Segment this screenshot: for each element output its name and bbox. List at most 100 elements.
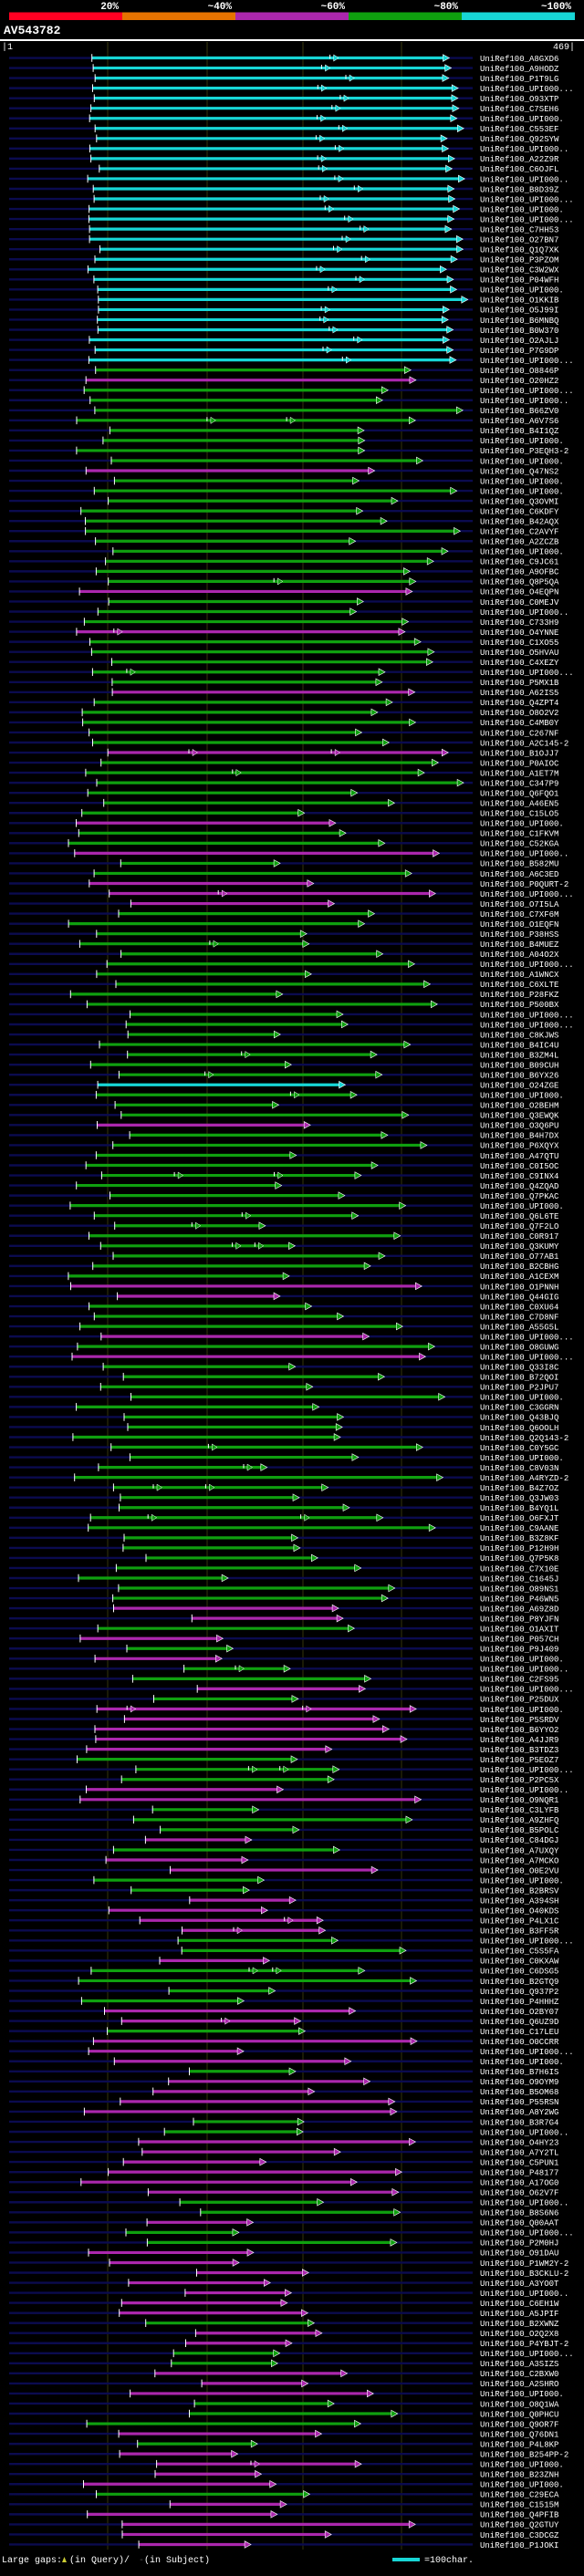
svg-text:UniRef100_UPI000.: UniRef100_UPI000. (480, 1092, 564, 1101)
svg-text:UniRef100_O77AB1: UniRef100_O77AB1 (480, 1252, 558, 1262)
svg-text:UniRef100_Q4PFIB: UniRef100_Q4PFIB (480, 2511, 559, 2520)
svg-text:UniRef100_UPI000.: UniRef100_UPI000. (480, 820, 564, 829)
svg-text:UniRef100_P4LX1C: UniRef100_P4LX1C (480, 1917, 559, 1927)
svg-text:UniRef100_C0MEJV: UniRef100_C0MEJV (480, 598, 559, 608)
svg-text:UniRef100_C3W2WX: UniRef100_C3W2WX (480, 266, 559, 275)
svg-text:UniRef100_B3TDZ3: UniRef100_B3TDZ3 (480, 1746, 558, 1755)
svg-text:UniRef100_B4H7DX: UniRef100_B4H7DX (480, 1132, 559, 1141)
svg-text:UniRef100_Q6FQO1: UniRef100_Q6FQO1 (480, 789, 558, 798)
svg-text:UniRef100_A47QTU: UniRef100_A47QTU (480, 1152, 558, 1161)
svg-text:UniRef100_Q92SYW: UniRef100_Q92SYW (480, 135, 559, 144)
svg-text:UniRef100_UPI000.: UniRef100_UPI000. (480, 1394, 564, 1403)
svg-text:UniRef100_UPI000..: UniRef100_UPI000.. (480, 1786, 568, 1795)
svg-text:UniRef100_C52KGA: UniRef100_C52KGA (480, 840, 559, 849)
svg-text:UniRef100_B6YYO2: UniRef100_B6YYO2 (480, 1726, 558, 1735)
svg-text:UniRef100_B3ZM4L: UniRef100_B3ZM4L (480, 1051, 558, 1060)
svg-text:UniRef100_O2BY07: UniRef100_O2BY07 (480, 2008, 558, 2017)
svg-text:UniRef100_Q44GIG: UniRef100_Q44GIG (480, 1293, 558, 1302)
svg-text:UniRef100_A2ZCZB: UniRef100_A2ZCZB (480, 538, 559, 547)
svg-text:|1: |1 (2, 42, 13, 53)
svg-text:UniRef100_C0XU64: UniRef100_C0XU64 (480, 1303, 558, 1312)
svg-text:UniRef100_C7XF6M: UniRef100_C7XF6M (480, 910, 558, 919)
svg-text:UniRef100_P2M0HJ: UniRef100_P2M0HJ (480, 2239, 558, 2249)
svg-text:UniRef100_C17LEU: UniRef100_C17LEU (480, 2028, 558, 2037)
svg-text:UniRef100_B09CUH: UniRef100_B09CUH (480, 1061, 558, 1070)
svg-text:UniRef100_A1WNCX: UniRef100_A1WNCX (480, 971, 559, 980)
svg-text:UniRef100_O9NQR1: UniRef100_O9NQR1 (480, 1796, 558, 1805)
svg-text:(in Query)/: (in Query)/ (69, 2555, 130, 2566)
svg-text:UniRef100_O6FXJT: UniRef100_O6FXJT (480, 1514, 559, 1523)
svg-text:UniRef100_A2C145-2: UniRef100_A2C145-2 (480, 739, 568, 748)
svg-text:UniRef100_B0W370: UniRef100_B0W370 (480, 327, 558, 336)
svg-text:UniRef100_A8Y2WG: UniRef100_A8Y2WG (480, 2108, 558, 2117)
svg-text:UniRef100_O3Q6PU: UniRef100_O3Q6PU (480, 1122, 558, 1131)
svg-text:UniRef100_C9AANE: UniRef100_C9AANE (480, 1524, 558, 1533)
svg-text:20%: 20% (100, 2, 119, 13)
svg-text:UniRef100_UPI000...: UniRef100_UPI000... (480, 1333, 574, 1342)
svg-text:UniRef100_C2AVYF: UniRef100_C2AVYF (480, 528, 558, 537)
svg-text:UniRef100_B8S6N6: UniRef100_B8S6N6 (480, 2209, 558, 2218)
svg-text:UniRef100_Q937P2: UniRef100_Q937P2 (480, 1988, 558, 1997)
svg-text:UniRef100_C0Y5GC: UniRef100_C0Y5GC (480, 1444, 559, 1453)
svg-text:UniRef100_B4MUEZ: UniRef100_B4MUEZ (480, 940, 559, 950)
svg-text:UniRef100_P7G9DP: UniRef100_P7G9DP (480, 347, 558, 356)
svg-text:UniRef100_Q6L6TE: UniRef100_Q6L6TE (480, 1212, 558, 1221)
svg-text:UniRef100_O2AJLJ: UniRef100_O2AJLJ (480, 337, 558, 346)
svg-text:UniRef100_O5J99I: UniRef100_O5J99I (480, 306, 558, 316)
svg-text:UniRef100_Q2Q143-2: UniRef100_Q2Q143-2 (480, 1434, 568, 1443)
svg-text:UniRef100_B2GTQ9: UniRef100_B2GTQ9 (480, 1978, 558, 1987)
svg-text:UniRef100_C1515M: UniRef100_C1515M (480, 2501, 558, 2510)
svg-text:UniRef100_B72QOI: UniRef100_B72QOI (480, 1374, 558, 1383)
svg-text:UniRef100_UPI000.: UniRef100_UPI000. (480, 1876, 564, 1885)
svg-text:UniRef100_UPI000..: UniRef100_UPI000.. (480, 145, 568, 154)
svg-text:UniRef100_P04WFH: UniRef100_P04WFH (480, 276, 558, 286)
svg-text:UniRef100_C7X10E: UniRef100_C7X10E (480, 1564, 558, 1574)
svg-text:=100char.: =100char. (424, 2555, 474, 2566)
svg-text:UniRef100_A7Y2TL: UniRef100_A7Y2TL (480, 2148, 558, 2157)
svg-text:UniRef100_B6YX26: UniRef100_B6YX26 (480, 1071, 558, 1080)
svg-text:UniRef100_B3CKLU-2: UniRef100_B3CKLU-2 (480, 2270, 568, 2279)
svg-text:UniRef100_A9ZHFQ: UniRef100_A9ZHFQ (480, 1816, 558, 1825)
svg-text:UniRef100_B3FF5R: UniRef100_B3FF5R (480, 1927, 559, 1937)
svg-text:UniRef100_Q4ZPT4: UniRef100_Q4ZPT4 (480, 699, 558, 708)
svg-text:UniRef100_P46WN5: UniRef100_P46WN5 (480, 1594, 558, 1604)
svg-text:UniRef100_C267NF: UniRef100_C267NF (480, 729, 558, 738)
svg-text:UniRef100_P057CH: UniRef100_P057CH (480, 1636, 558, 1645)
svg-text:UniRef100_C9INX4: UniRef100_C9INX4 (480, 1172, 558, 1181)
svg-text:UniRef100_Q47NS2: UniRef100_Q47NS2 (480, 467, 558, 476)
svg-text:UniRef100_A62IS5: UniRef100_A62IS5 (480, 689, 558, 698)
svg-text:UniRef100_B3R7G4: UniRef100_B3R7G4 (480, 2118, 558, 2127)
svg-text:UniRef100_UPI000.: UniRef100_UPI000. (480, 1454, 564, 1463)
svg-text:UniRef100_B1OJJ7: UniRef100_B1OJJ7 (480, 749, 558, 758)
svg-text:~60%: ~60% (321, 2, 346, 13)
svg-text:UniRef100_C0R917: UniRef100_C0R917 (480, 1232, 558, 1241)
svg-text:UniRef100_Q3KUMY: UniRef100_Q3KUMY (480, 1242, 559, 1252)
svg-text:UniRef100_UPI000...: UniRef100_UPI000... (480, 1766, 574, 1775)
svg-text:UniRef100_P0AIOC: UniRef100_P0AIOC (480, 759, 559, 768)
svg-text:UniRef100_A4JJR9: UniRef100_A4JJR9 (480, 1736, 558, 1745)
svg-text:UniRef100_UPI000..: UniRef100_UPI000.. (480, 397, 568, 406)
svg-text:UniRef100_A1CEXM: UniRef100_A1CEXM (480, 1272, 558, 1282)
svg-text:UniRef100_P3EQH3-2: UniRef100_P3EQH3-2 (480, 447, 568, 456)
svg-text:UniRef100_B3Z8KF: UniRef100_B3Z8KF (480, 1534, 558, 1543)
svg-text:UniRef100_O27BN7: UniRef100_O27BN7 (480, 235, 558, 244)
svg-text:UniRef100_Q4ZQAD: UniRef100_Q4ZQAD (480, 1182, 558, 1191)
svg-text:UniRef100_UPI000...: UniRef100_UPI000... (480, 890, 574, 899)
svg-text:UniRef100_A69Z8D: UniRef100_A69Z8D (480, 1605, 558, 1614)
svg-text:UniRef100_UPI000...: UniRef100_UPI000... (480, 215, 574, 224)
svg-text:UniRef100_B4YQ1L: UniRef100_B4YQ1L (480, 1504, 558, 1513)
svg-text:UniRef100_C84DGJ: UniRef100_C84DGJ (480, 1836, 558, 1845)
svg-text:UniRef100_C5PUN1: UniRef100_C5PUN1 (480, 2158, 558, 2167)
svg-text:UniRef100_UPI000.: UniRef100_UPI000. (480, 1656, 564, 1665)
svg-text:UniRef100_A22Z9R: UniRef100_A22Z9R (480, 155, 559, 164)
svg-text:UniRef100_UPI000.: UniRef100_UPI000. (480, 2058, 564, 2067)
svg-text:UniRef100_A3YO0T: UniRef100_A3YO0T (480, 2280, 559, 2289)
svg-text:UniRef100_C1FKVM: UniRef100_C1FKVM (480, 830, 558, 839)
svg-text:UniRef100_A4RYZD-2: UniRef100_A4RYZD-2 (480, 1474, 568, 1483)
svg-text:UniRef100_Q76DN1: UniRef100_Q76DN1 (480, 2430, 558, 2439)
svg-text:UniRef100_O0CCRR: UniRef100_O0CCRR (480, 2038, 559, 2047)
svg-text:UniRef100_O2Q2X8: UniRef100_O2Q2X8 (480, 2330, 558, 2339)
svg-text:Large gaps:: Large gaps: (2, 2556, 62, 2566)
svg-text:UniRef100_Q1Q7XK: UniRef100_Q1Q7XK (480, 246, 559, 255)
svg-text:UniRef100_C7HH53: UniRef100_C7HH53 (480, 225, 558, 234)
